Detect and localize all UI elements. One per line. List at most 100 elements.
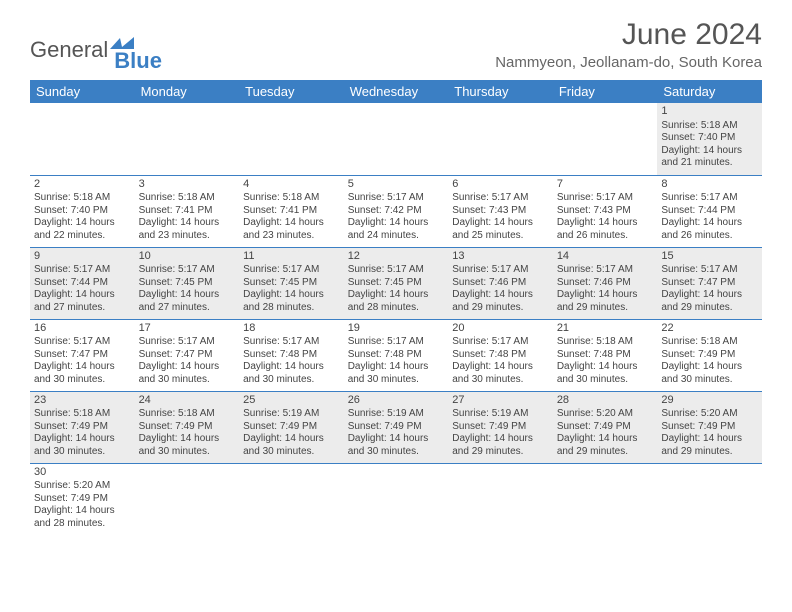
- calendar-cell: 16Sunrise: 5:17 AMSunset: 7:47 PMDayligh…: [30, 319, 135, 391]
- day-number: 16: [34, 322, 131, 336]
- calendar-cell: 7Sunrise: 5:17 AMSunset: 7:43 PMDaylight…: [553, 175, 658, 247]
- daylight-text: Daylight: 14 hours and 30 minutes.: [139, 361, 236, 386]
- sunset-text: Sunset: 7:49 PM: [34, 493, 131, 506]
- daylight-text: Daylight: 14 hours and 26 minutes.: [661, 217, 758, 242]
- calendar-cell: 6Sunrise: 5:17 AMSunset: 7:43 PMDaylight…: [448, 175, 553, 247]
- calendar-cell: [553, 103, 658, 175]
- sunrise-text: Sunrise: 5:17 AM: [243, 336, 340, 349]
- sunset-text: Sunset: 7:49 PM: [139, 421, 236, 434]
- daylight-text: Daylight: 14 hours and 23 minutes.: [139, 217, 236, 242]
- daylight-text: Daylight: 14 hours and 27 minutes.: [139, 289, 236, 314]
- logo-text-general: General: [30, 37, 108, 63]
- day-number: 13: [452, 250, 549, 264]
- sunset-text: Sunset: 7:49 PM: [243, 421, 340, 434]
- calendar-cell: 5Sunrise: 5:17 AMSunset: 7:42 PMDaylight…: [344, 175, 449, 247]
- day-number: 1: [661, 105, 758, 119]
- sunset-text: Sunset: 7:45 PM: [243, 277, 340, 290]
- calendar-row: 9Sunrise: 5:17 AMSunset: 7:44 PMDaylight…: [30, 247, 762, 319]
- sunset-text: Sunset: 7:48 PM: [557, 349, 654, 362]
- calendar-cell: 2Sunrise: 5:18 AMSunset: 7:40 PMDaylight…: [30, 175, 135, 247]
- calendar-cell: 25Sunrise: 5:19 AMSunset: 7:49 PMDayligh…: [239, 391, 344, 463]
- daylight-text: Daylight: 14 hours and 29 minutes.: [557, 433, 654, 458]
- daylight-text: Daylight: 14 hours and 30 minutes.: [34, 433, 131, 458]
- calendar-cell: [344, 103, 449, 175]
- sunset-text: Sunset: 7:46 PM: [452, 277, 549, 290]
- calendar-row: 2Sunrise: 5:18 AMSunset: 7:40 PMDaylight…: [30, 175, 762, 247]
- sunrise-text: Sunrise: 5:17 AM: [348, 192, 445, 205]
- daylight-text: Daylight: 14 hours and 29 minutes.: [661, 289, 758, 314]
- sunrise-text: Sunrise: 5:17 AM: [452, 264, 549, 277]
- sunrise-text: Sunrise: 5:17 AM: [139, 336, 236, 349]
- day-number: 21: [557, 322, 654, 336]
- calendar-cell: 19Sunrise: 5:17 AMSunset: 7:48 PMDayligh…: [344, 319, 449, 391]
- day-number: 29: [661, 394, 758, 408]
- calendar-row: 23Sunrise: 5:18 AMSunset: 7:49 PMDayligh…: [30, 391, 762, 463]
- day-number: 9: [34, 250, 131, 264]
- sunset-text: Sunset: 7:47 PM: [661, 277, 758, 290]
- weekday-header: Thursday: [448, 80, 553, 103]
- sunset-text: Sunset: 7:44 PM: [661, 205, 758, 218]
- daylight-text: Daylight: 14 hours and 27 minutes.: [34, 289, 131, 314]
- calendar-row: 1Sunrise: 5:18 AMSunset: 7:40 PMDaylight…: [30, 103, 762, 175]
- sunset-text: Sunset: 7:41 PM: [139, 205, 236, 218]
- sunset-text: Sunset: 7:47 PM: [139, 349, 236, 362]
- calendar-cell: 8Sunrise: 5:17 AMSunset: 7:44 PMDaylight…: [657, 175, 762, 247]
- day-number: 6: [452, 178, 549, 192]
- sunrise-text: Sunrise: 5:19 AM: [452, 408, 549, 421]
- calendar-cell: 22Sunrise: 5:18 AMSunset: 7:49 PMDayligh…: [657, 319, 762, 391]
- calendar-row: 30Sunrise: 5:20 AMSunset: 7:49 PMDayligh…: [30, 463, 762, 535]
- day-number: 7: [557, 178, 654, 192]
- sunset-text: Sunset: 7:49 PM: [661, 421, 758, 434]
- weekday-header: Friday: [553, 80, 658, 103]
- sunrise-text: Sunrise: 5:18 AM: [243, 192, 340, 205]
- weekday-header: Saturday: [657, 80, 762, 103]
- sunset-text: Sunset: 7:45 PM: [348, 277, 445, 290]
- sunrise-text: Sunrise: 5:17 AM: [661, 192, 758, 205]
- sunset-text: Sunset: 7:48 PM: [452, 349, 549, 362]
- sunrise-text: Sunrise: 5:17 AM: [557, 264, 654, 277]
- calendar-cell: [30, 103, 135, 175]
- calendar-cell: 11Sunrise: 5:17 AMSunset: 7:45 PMDayligh…: [239, 247, 344, 319]
- weekday-header-row: Sunday Monday Tuesday Wednesday Thursday…: [30, 80, 762, 103]
- day-number: 10: [139, 250, 236, 264]
- sunrise-text: Sunrise: 5:18 AM: [557, 336, 654, 349]
- sunrise-text: Sunrise: 5:18 AM: [661, 120, 758, 133]
- day-number: 17: [139, 322, 236, 336]
- calendar-cell: 28Sunrise: 5:20 AMSunset: 7:49 PMDayligh…: [553, 391, 658, 463]
- daylight-text: Daylight: 14 hours and 30 minutes.: [243, 361, 340, 386]
- sunset-text: Sunset: 7:47 PM: [34, 349, 131, 362]
- calendar-body: 1Sunrise: 5:18 AMSunset: 7:40 PMDaylight…: [30, 103, 762, 535]
- day-number: 11: [243, 250, 340, 264]
- day-number: 2: [34, 178, 131, 192]
- sunrise-text: Sunrise: 5:18 AM: [139, 192, 236, 205]
- sunset-text: Sunset: 7:40 PM: [661, 132, 758, 145]
- daylight-text: Daylight: 14 hours and 22 minutes.: [34, 217, 131, 242]
- calendar-cell: 30Sunrise: 5:20 AMSunset: 7:49 PMDayligh…: [30, 463, 135, 535]
- daylight-text: Daylight: 14 hours and 25 minutes.: [452, 217, 549, 242]
- sunrise-text: Sunrise: 5:20 AM: [661, 408, 758, 421]
- daylight-text: Daylight: 14 hours and 30 minutes.: [348, 433, 445, 458]
- daylight-text: Daylight: 14 hours and 28 minutes.: [348, 289, 445, 314]
- sunrise-text: Sunrise: 5:17 AM: [348, 264, 445, 277]
- calendar-cell: 27Sunrise: 5:19 AMSunset: 7:49 PMDayligh…: [448, 391, 553, 463]
- daylight-text: Daylight: 14 hours and 30 minutes.: [139, 433, 236, 458]
- calendar-cell: 3Sunrise: 5:18 AMSunset: 7:41 PMDaylight…: [135, 175, 240, 247]
- calendar-table: Sunday Monday Tuesday Wednesday Thursday…: [30, 80, 762, 535]
- sunset-text: Sunset: 7:44 PM: [34, 277, 131, 290]
- sunset-text: Sunset: 7:41 PM: [243, 205, 340, 218]
- weekday-header: Tuesday: [239, 80, 344, 103]
- calendar-cell: [553, 463, 658, 535]
- calendar-cell: [239, 463, 344, 535]
- daylight-text: Daylight: 14 hours and 29 minutes.: [557, 289, 654, 314]
- sunrise-text: Sunrise: 5:18 AM: [661, 336, 758, 349]
- sunset-text: Sunset: 7:42 PM: [348, 205, 445, 218]
- calendar-cell: [344, 463, 449, 535]
- sunset-text: Sunset: 7:49 PM: [348, 421, 445, 434]
- day-number: 15: [661, 250, 758, 264]
- day-number: 4: [243, 178, 340, 192]
- day-number: 3: [139, 178, 236, 192]
- day-number: 28: [557, 394, 654, 408]
- calendar-cell: 4Sunrise: 5:18 AMSunset: 7:41 PMDaylight…: [239, 175, 344, 247]
- daylight-text: Daylight: 14 hours and 30 minutes.: [348, 361, 445, 386]
- day-number: 23: [34, 394, 131, 408]
